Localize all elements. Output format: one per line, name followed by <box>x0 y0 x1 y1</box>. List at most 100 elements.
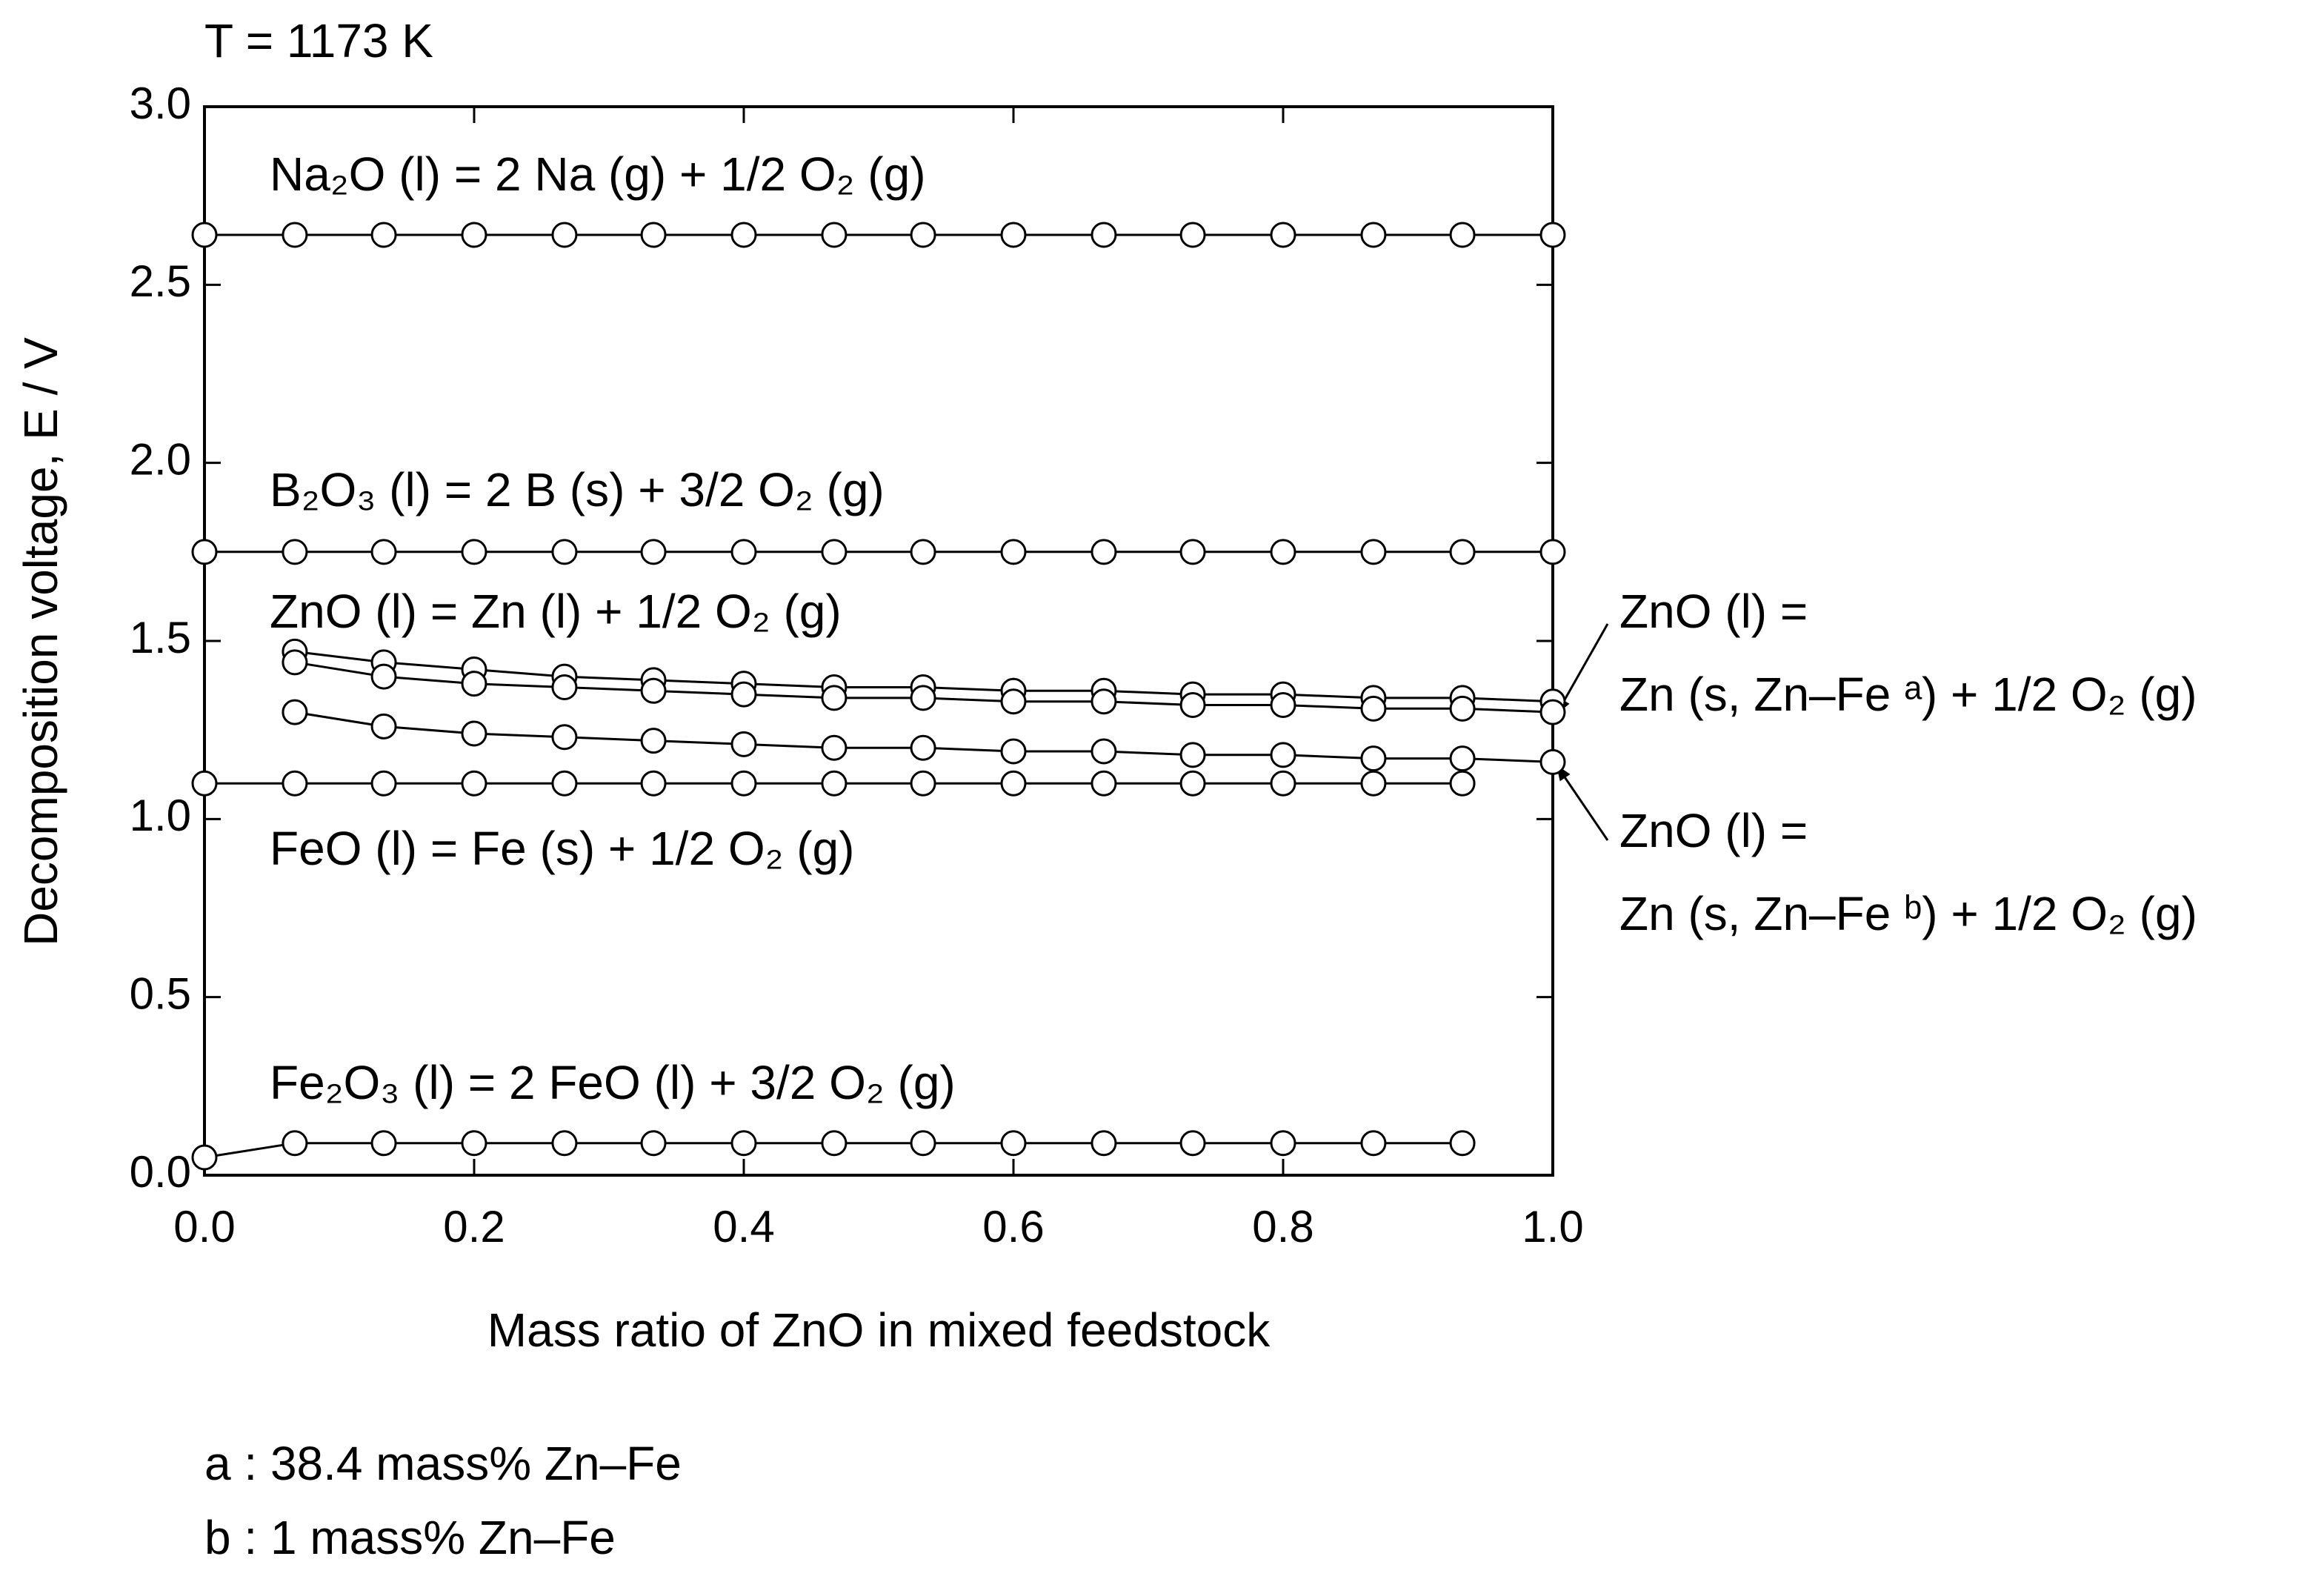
data-point <box>1179 1130 1206 1157</box>
data-point <box>730 731 757 757</box>
data-point <box>1449 1130 1476 1157</box>
data-point <box>640 677 667 704</box>
data-point <box>551 539 578 565</box>
data-point <box>551 222 578 248</box>
data-point <box>1091 1130 1117 1157</box>
x-tick-label: 0.2 <box>443 1202 505 1252</box>
data-point <box>1000 738 1027 765</box>
data-point <box>640 728 667 754</box>
annotation-arrow <box>1556 765 1609 841</box>
data-point <box>910 222 936 248</box>
series-label: Zn (s, Zn–Fe ᵇ) + 1/2 O₂ (g) <box>1619 887 2197 940</box>
series-label: ZnO (l) = <box>1619 585 1808 638</box>
data-point <box>1360 695 1387 722</box>
y-tick-label: 0.5 <box>130 969 191 1019</box>
data-point <box>640 539 667 565</box>
data-point <box>821 222 848 248</box>
data-point <box>730 1130 757 1157</box>
data-point <box>1179 742 1206 768</box>
data-point <box>370 222 397 248</box>
data-point <box>821 734 848 761</box>
data-point <box>461 671 487 697</box>
data-point <box>1449 745 1476 772</box>
data-point <box>1539 699 1566 725</box>
y-tick-label: 0.0 <box>130 1147 191 1197</box>
data-point <box>1270 1130 1296 1157</box>
data-point <box>821 539 848 565</box>
data-point <box>1179 222 1206 248</box>
x-tick-label: 0.0 <box>173 1202 235 1252</box>
data-point <box>282 649 308 676</box>
data-point <box>1270 692 1296 719</box>
data-point <box>551 1130 578 1157</box>
data-point <box>1091 688 1117 715</box>
data-point <box>910 685 936 711</box>
data-point <box>551 674 578 700</box>
y-tick-label: 1.0 <box>130 791 191 840</box>
series-label: ZnO (l) = Zn (l) + 1/2 O₂ (g) <box>270 585 842 638</box>
data-point <box>730 539 757 565</box>
data-point <box>910 1130 936 1157</box>
data-point <box>370 539 397 565</box>
data-point <box>1539 539 1566 565</box>
series-label: ZnO (l) = <box>1619 804 1808 857</box>
data-point <box>191 1144 218 1171</box>
data-point <box>1091 539 1117 565</box>
data-point <box>191 770 218 797</box>
data-point <box>1091 738 1117 765</box>
data-point <box>821 685 848 711</box>
data-point <box>461 720 487 747</box>
series-label: FeO (l) = Fe (s) + 1/2 O₂ (g) <box>270 822 854 875</box>
data-point <box>1000 688 1027 715</box>
chart-title: T = 1173 K <box>204 14 433 67</box>
data-point <box>1360 770 1387 797</box>
data-point <box>461 222 487 248</box>
data-point <box>1539 222 1566 248</box>
data-point <box>1270 539 1296 565</box>
data-point <box>1000 222 1027 248</box>
data-point <box>370 663 397 690</box>
annotation-arrow <box>1556 623 1609 714</box>
data-point <box>1000 770 1027 797</box>
data-point <box>1179 539 1206 565</box>
series-label: Fe₂O₃ (l) = 2 FeO (l) + 3/2 O₂ (g) <box>270 1056 956 1109</box>
data-point <box>461 539 487 565</box>
data-point <box>910 734 936 761</box>
y-tick-label: 3.0 <box>130 79 191 128</box>
data-point <box>640 770 667 797</box>
data-point <box>370 1130 397 1157</box>
data-point <box>282 222 308 248</box>
data-point <box>1179 770 1206 797</box>
data-point <box>191 222 218 248</box>
data-point <box>282 1130 308 1157</box>
data-point <box>1539 748 1566 775</box>
data-point <box>461 770 487 797</box>
data-point <box>370 713 397 740</box>
data-point <box>1449 539 1476 565</box>
x-tick-label: 0.4 <box>713 1202 774 1252</box>
data-point <box>282 539 308 565</box>
data-point <box>551 770 578 797</box>
data-point <box>1270 742 1296 768</box>
data-point <box>551 724 578 751</box>
y-axis-label: Decomposition voltage, E / V <box>14 337 67 946</box>
data-point <box>1179 692 1206 719</box>
data-point <box>1091 770 1117 797</box>
x-tick-label: 0.6 <box>982 1202 1044 1252</box>
data-point <box>1449 695 1476 722</box>
data-point <box>282 770 308 797</box>
data-point <box>910 770 936 797</box>
data-point <box>821 770 848 797</box>
data-point <box>1449 222 1476 248</box>
x-tick-label: 0.8 <box>1252 1202 1314 1252</box>
data-point <box>191 539 218 565</box>
data-point <box>1270 770 1296 797</box>
data-point <box>1000 1130 1027 1157</box>
data-point <box>1360 1130 1387 1157</box>
data-point <box>1360 745 1387 772</box>
x-tick-label: 1.0 <box>1522 1202 1583 1252</box>
data-point <box>1360 539 1387 565</box>
y-tick-label: 1.5 <box>130 613 191 662</box>
x-axis-label: Mass ratio of ZnO in mixed feedstock <box>487 1303 1271 1357</box>
